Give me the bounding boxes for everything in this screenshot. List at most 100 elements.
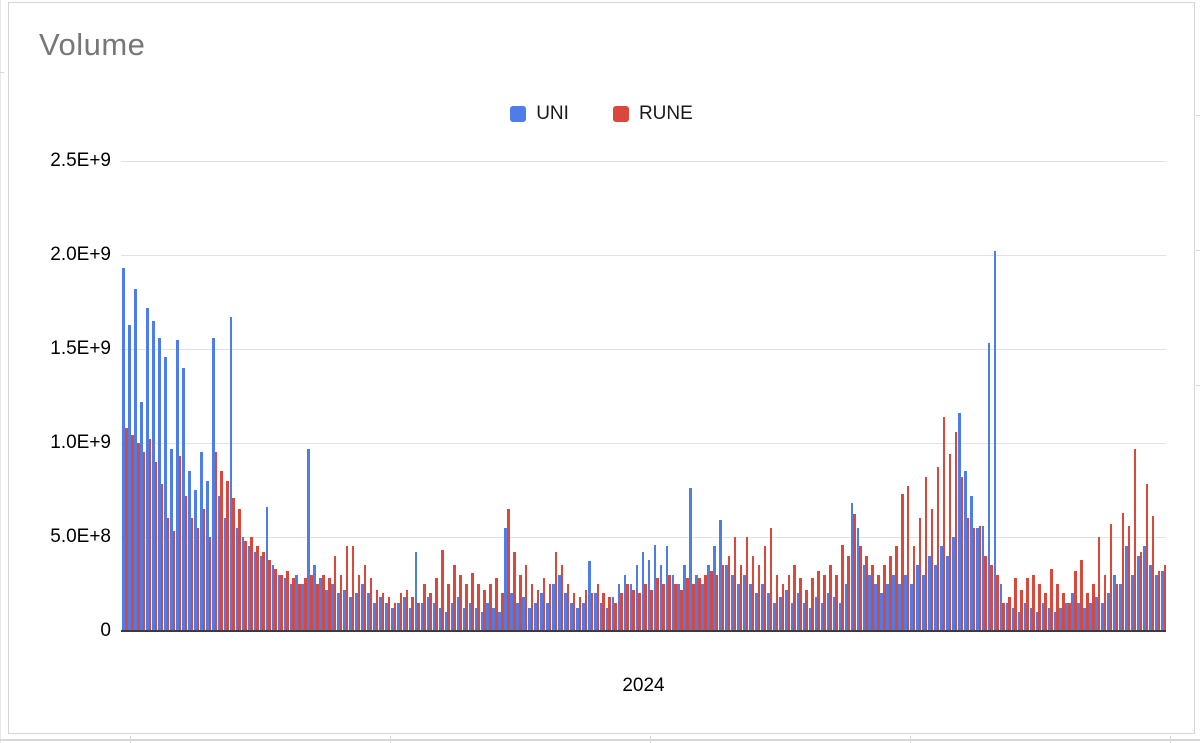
bar-group xyxy=(1047,161,1053,631)
bar-group xyxy=(420,161,427,631)
bar-uni xyxy=(420,602,424,631)
bar-rune xyxy=(202,508,206,631)
bar-group xyxy=(731,161,737,631)
bar-group xyxy=(952,161,958,631)
bar-uni xyxy=(719,520,722,631)
bar-rune xyxy=(894,546,898,631)
bar-group xyxy=(253,161,259,631)
y-axis: 0 5.0E+8 1.0E+9 1.5E+9 2.0E+9 2.5E+9 xyxy=(9,150,111,641)
bar-uni xyxy=(922,574,925,631)
rune-series-swatch-icon xyxy=(612,106,629,122)
bar-rune xyxy=(495,578,498,631)
bar-rune xyxy=(763,546,767,631)
y-tick-label: 2.0E+9 xyxy=(50,244,111,265)
bar-group xyxy=(886,161,892,631)
bar-uni xyxy=(701,584,704,631)
bar-rune xyxy=(674,584,677,631)
bar-uni xyxy=(367,593,370,631)
bar-rune xyxy=(429,593,432,631)
bar-group xyxy=(576,161,582,631)
bar-uni xyxy=(462,608,466,631)
bar-rune xyxy=(501,593,504,631)
legend-item-uni[interactable]: UNI xyxy=(510,103,569,125)
bars-container xyxy=(122,161,1167,631)
bar-uni xyxy=(1095,597,1098,631)
bar-rune xyxy=(1032,574,1035,631)
bar-rune xyxy=(703,574,707,631)
bar-uni xyxy=(904,574,907,631)
bar-rune xyxy=(363,565,367,631)
bar-group xyxy=(349,161,355,631)
bar-uni xyxy=(683,565,687,631)
bar-rune xyxy=(942,416,946,631)
bar-group xyxy=(880,161,886,631)
bar-rune xyxy=(226,480,230,631)
bar-group xyxy=(1065,161,1071,631)
bar-uni xyxy=(808,608,812,631)
bar-rune xyxy=(692,584,695,631)
bar-uni xyxy=(1083,608,1086,631)
bar-rune xyxy=(566,584,570,631)
bar-rune xyxy=(142,452,146,631)
bar-uni xyxy=(898,584,901,631)
bar-group xyxy=(170,161,176,631)
bar-rune xyxy=(888,555,892,631)
bar-uni xyxy=(784,589,788,631)
bar-uni xyxy=(194,490,197,631)
bar-rune xyxy=(1127,525,1131,631)
bar-rune xyxy=(1038,584,1041,631)
bar-rune xyxy=(1068,602,1071,631)
bar-group xyxy=(528,161,534,631)
bar-group xyxy=(981,161,988,631)
bar-group xyxy=(510,161,516,631)
chart-card[interactable]: Volume UNI RUNE 0 5.0E+8 1.0E+9 1.5E+9 2.0E+… xyxy=(8,2,1195,734)
bar-group xyxy=(504,161,510,631)
bar-rune xyxy=(1050,568,1053,631)
bar-rune xyxy=(787,574,791,631)
legend-item-rune[interactable]: RUNE xyxy=(612,103,693,125)
bar-group xyxy=(456,161,462,631)
x-axis-label: 2024 xyxy=(622,675,665,696)
bar-uni xyxy=(313,565,316,631)
bar-rune xyxy=(471,572,474,631)
bar-uni xyxy=(492,608,496,631)
bar-group xyxy=(1160,161,1167,631)
bar-group xyxy=(599,161,606,631)
bar-rune xyxy=(578,597,582,631)
bar-rune xyxy=(351,546,355,631)
sheet-gridline xyxy=(1196,250,1200,251)
plot-area xyxy=(121,161,1167,632)
bar-rune xyxy=(775,574,779,631)
sheet-gridline xyxy=(0,739,1200,741)
bar-uni xyxy=(199,452,203,631)
bar-rune xyxy=(1109,523,1113,631)
bar-group xyxy=(468,161,474,631)
bar-rune xyxy=(918,518,922,631)
bar-group xyxy=(1059,161,1065,631)
bar-rune xyxy=(620,593,623,631)
bar-group xyxy=(922,161,928,631)
bar-rune xyxy=(1121,512,1125,631)
bar-group xyxy=(432,161,438,631)
bar-rune xyxy=(859,546,862,631)
bar-group xyxy=(707,161,713,631)
bar-uni xyxy=(528,608,531,631)
bar-rune xyxy=(345,546,349,631)
bar-group xyxy=(916,161,922,631)
bar-uni xyxy=(886,584,889,631)
bar-group xyxy=(629,161,635,631)
bar-group xyxy=(134,161,140,631)
bar-rune xyxy=(196,527,200,631)
legend: UNI RUNE xyxy=(9,103,1194,125)
bar-group xyxy=(1071,161,1077,631)
bar-group xyxy=(910,161,916,631)
bar-group xyxy=(743,161,749,631)
bar-group xyxy=(385,161,391,631)
bar-uni xyxy=(1143,546,1146,631)
bar-uni xyxy=(444,612,448,631)
bar-uni xyxy=(856,527,860,631)
bar-uni xyxy=(671,574,675,631)
bar-rune xyxy=(656,578,659,631)
bar-rune xyxy=(459,574,462,631)
bar-uni xyxy=(969,495,973,631)
